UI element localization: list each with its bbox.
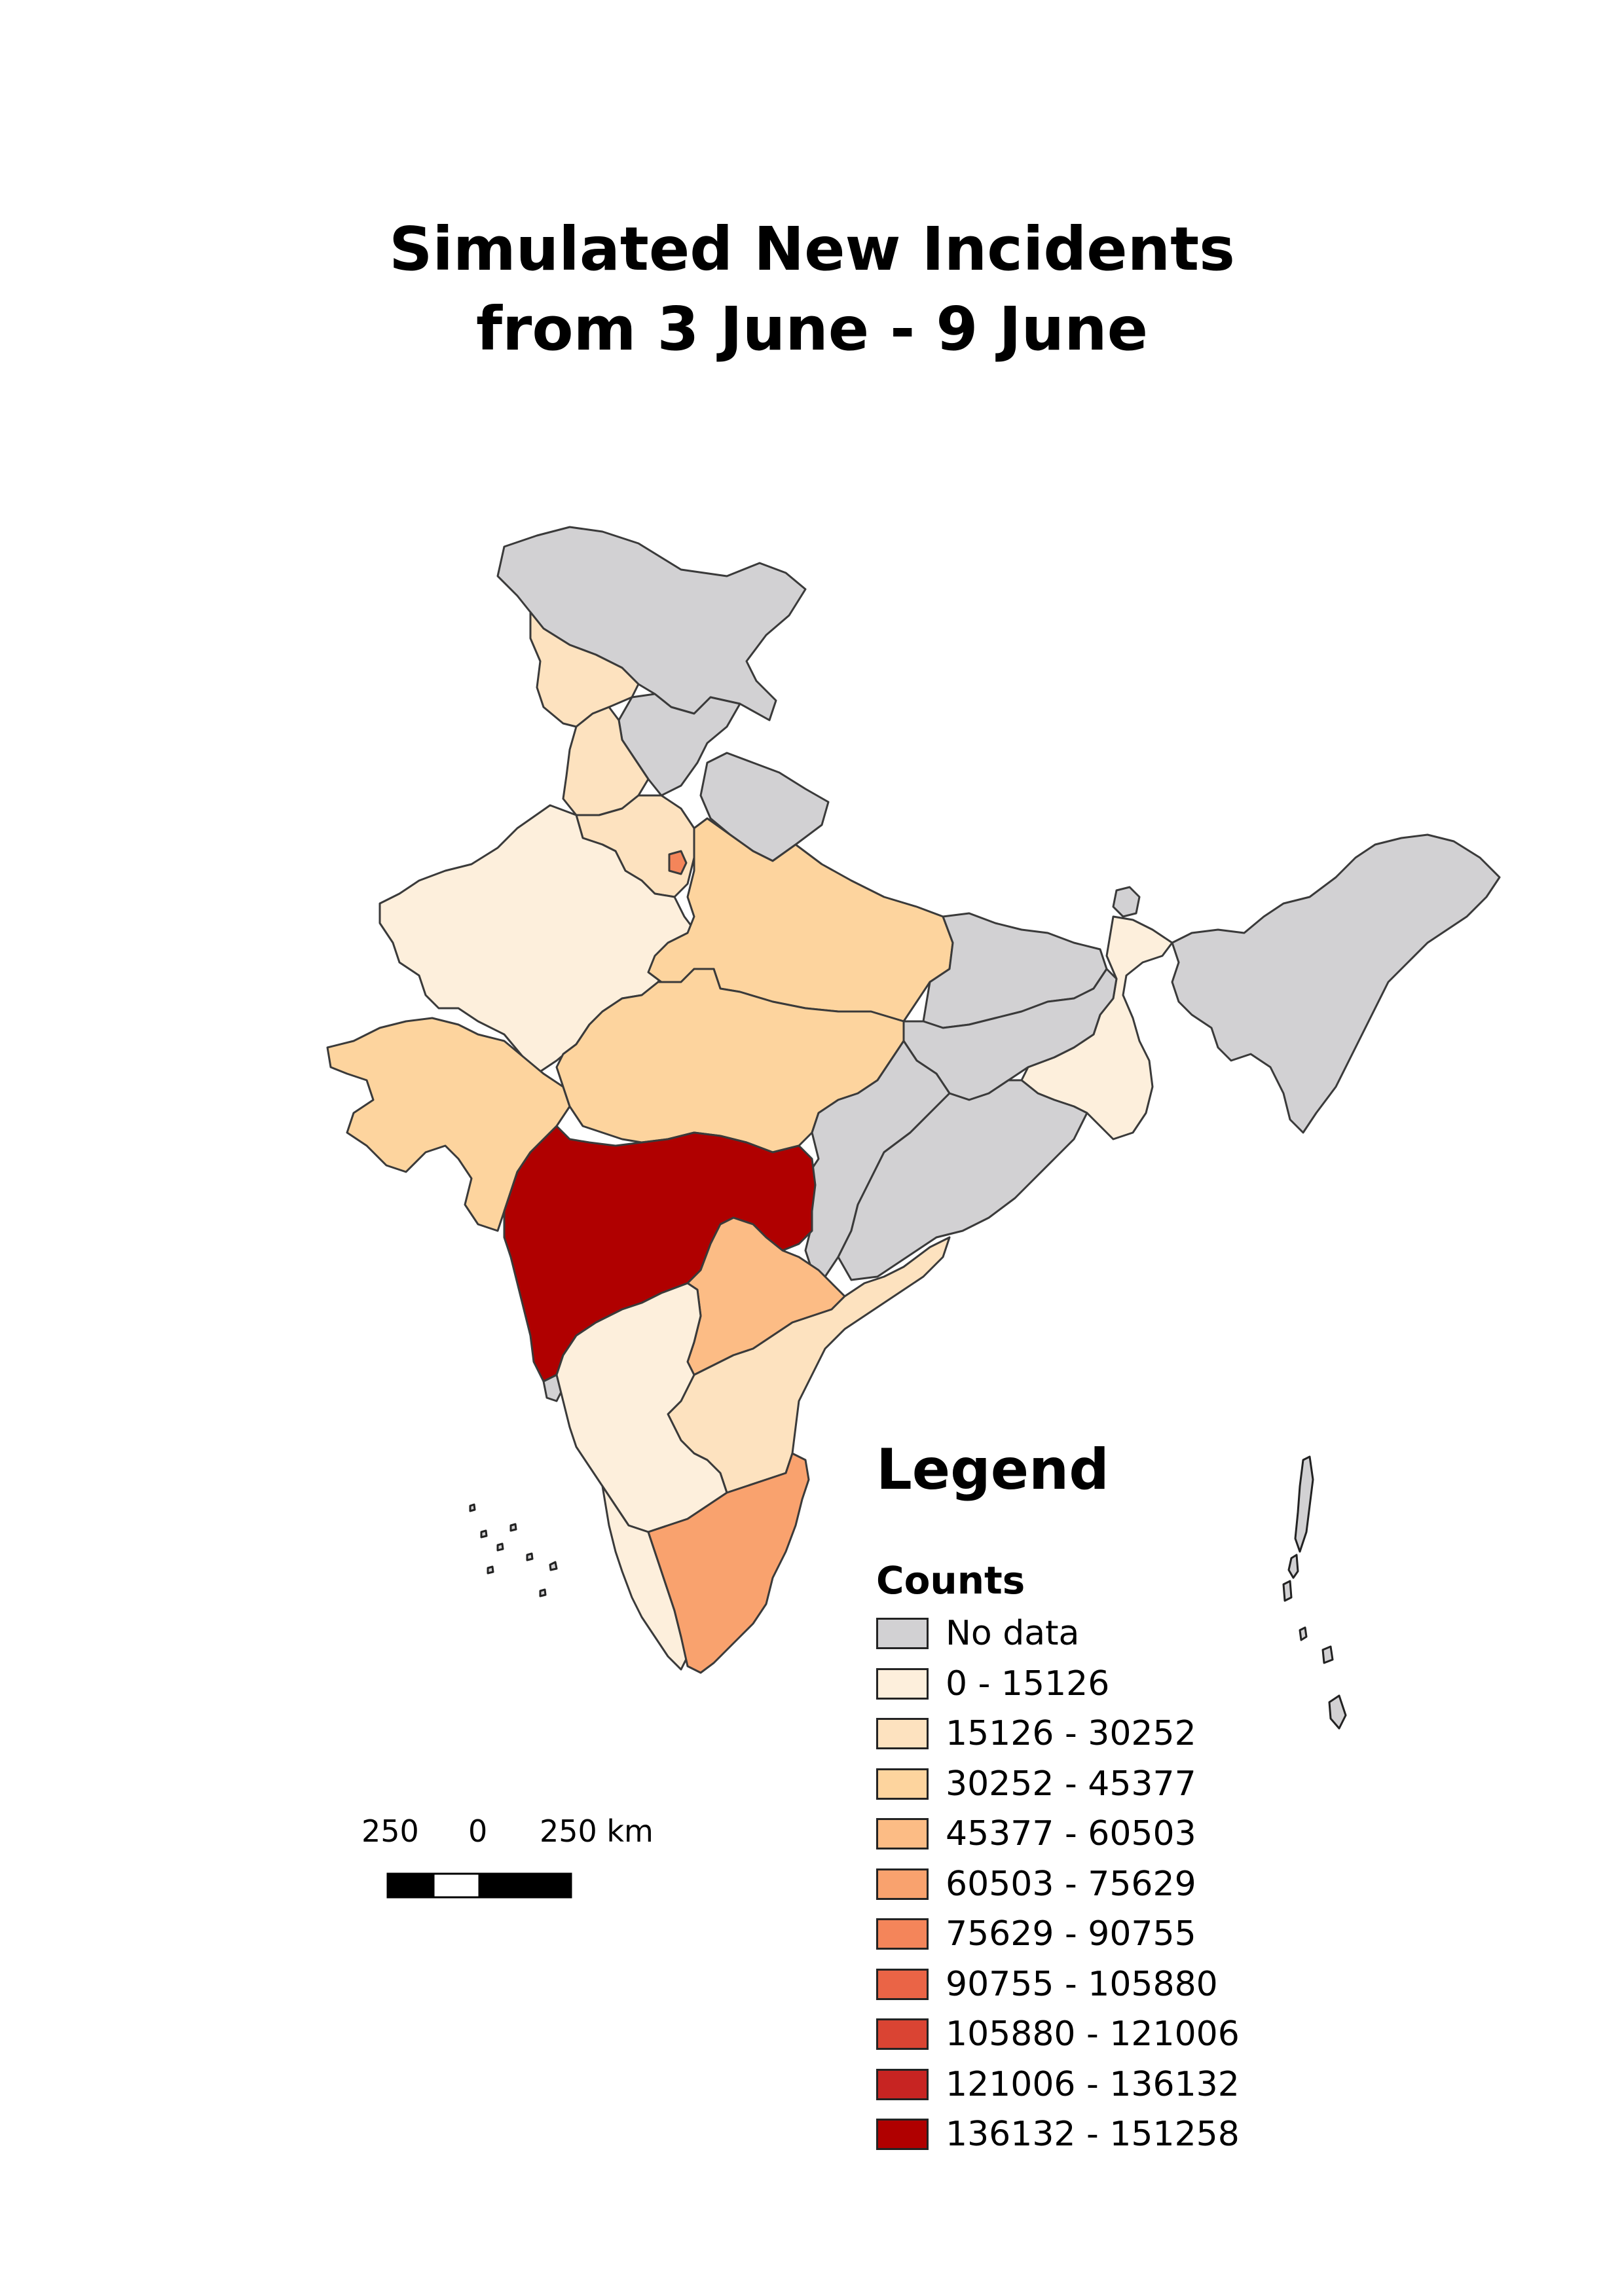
legend-label: 45377 - 60503	[946, 1814, 1196, 1853]
legend-label: 121006 - 136132	[946, 2064, 1240, 2104]
region-north-east	[1171, 833, 1501, 1134]
legend-subheading: Counts	[876, 1558, 1025, 1603]
region-lakshadweep	[469, 1503, 558, 1597]
legend-label: 15126 - 30252	[946, 1714, 1196, 1753]
scale-bar-seg-3	[478, 1872, 572, 1899]
region-rajasthan	[378, 804, 695, 1075]
map-title-line1: Simulated New Incidents	[389, 214, 1235, 284]
legend-label: 90755 - 105880	[946, 1964, 1218, 2004]
legend-swatch	[876, 1968, 929, 2000]
legend-label: 60503 - 75629	[946, 1864, 1196, 1904]
legend-swatch	[876, 1768, 929, 1800]
map-title: Simulated New Incidents from 3 June - 9 …	[0, 210, 1624, 369]
legend-swatch	[876, 2018, 929, 2050]
legend-label: 75629 - 90755	[946, 1914, 1196, 1954]
legend-label: 105880 - 121006	[946, 2014, 1240, 2054]
legend-label: No data	[946, 1614, 1080, 1653]
legend-swatch	[876, 1818, 929, 1850]
region-andaman-nicobar	[1282, 1455, 1347, 1730]
legend-label: 136132 - 151258	[946, 2115, 1240, 2154]
legend-label: 30252 - 45377	[946, 1764, 1196, 1804]
map-title-line2: from 3 June - 9 June	[475, 294, 1149, 364]
legend-swatch	[876, 1618, 929, 1649]
legend-swatch	[876, 1667, 929, 1700]
legend-swatch	[876, 1718, 929, 1749]
legend-heading: Legend	[876, 1437, 1109, 1503]
legend-swatch	[876, 2119, 929, 2150]
region-delhi	[668, 850, 688, 875]
region-tamil-nadu	[647, 1452, 810, 1674]
region-sikkim	[1112, 886, 1141, 918]
region-odisha	[837, 1079, 1088, 1281]
legend-swatch	[876, 1868, 929, 1900]
scale-bar	[386, 1872, 572, 1899]
scale-left-label: 250	[361, 1813, 419, 1849]
legend-swatch	[876, 1918, 929, 1950]
region-uttarakhand	[699, 752, 830, 862]
scale-bar-seg-1	[386, 1872, 435, 1899]
legend-label: 0 - 15126	[946, 1664, 1110, 1704]
scale-mid-label: 0	[468, 1813, 488, 1849]
scale-bar-seg-2	[432, 1872, 481, 1899]
legend-swatch	[876, 2068, 929, 2100]
scale-right-label: 250 km	[540, 1813, 654, 1849]
